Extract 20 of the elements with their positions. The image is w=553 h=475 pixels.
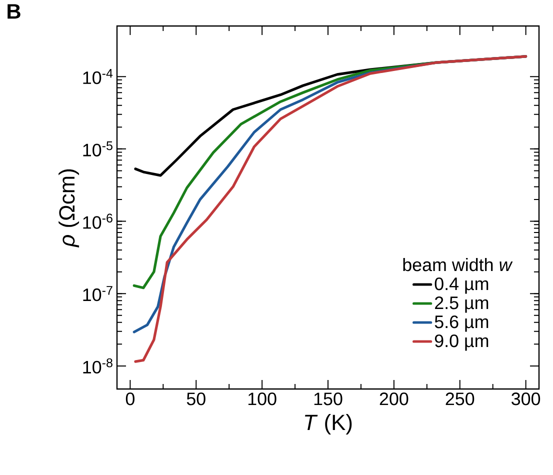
legend-label: 5.6 µm <box>434 315 488 332</box>
legend-label: 0.4 µm <box>434 277 488 294</box>
x-tick-label: 50 <box>186 392 206 406</box>
legend-label: 2.5 µm <box>435 296 488 313</box>
text: B <box>8 4 20 19</box>
x-axis-title: T (K) <box>304 414 352 434</box>
legend-label: 9.0 µm <box>434 334 488 351</box>
x-tick-label: 100 <box>248 392 276 406</box>
x-tick-label: 150 <box>314 392 342 406</box>
x-tick-label: 200 <box>380 392 408 406</box>
y-axis-title: ρ (Ωcm) <box>58 169 80 248</box>
y-tick-label: 10$^{-5}$ <box>83 141 112 156</box>
y-tick-label: 10$^{-4}$ <box>83 69 113 84</box>
y-tick-label: 10$^{-8}$ <box>83 358 112 374</box>
y-tick-label: 10$^{-6}$ <box>83 214 112 229</box>
x-tick-label: 0 <box>126 392 134 406</box>
legend-title: beam width w <box>403 258 513 272</box>
x-tick-label: 250 <box>446 392 474 406</box>
x-tick-label: 300 <box>512 392 540 406</box>
y-tick-label: 10$^{-7}$ <box>83 286 112 302</box>
